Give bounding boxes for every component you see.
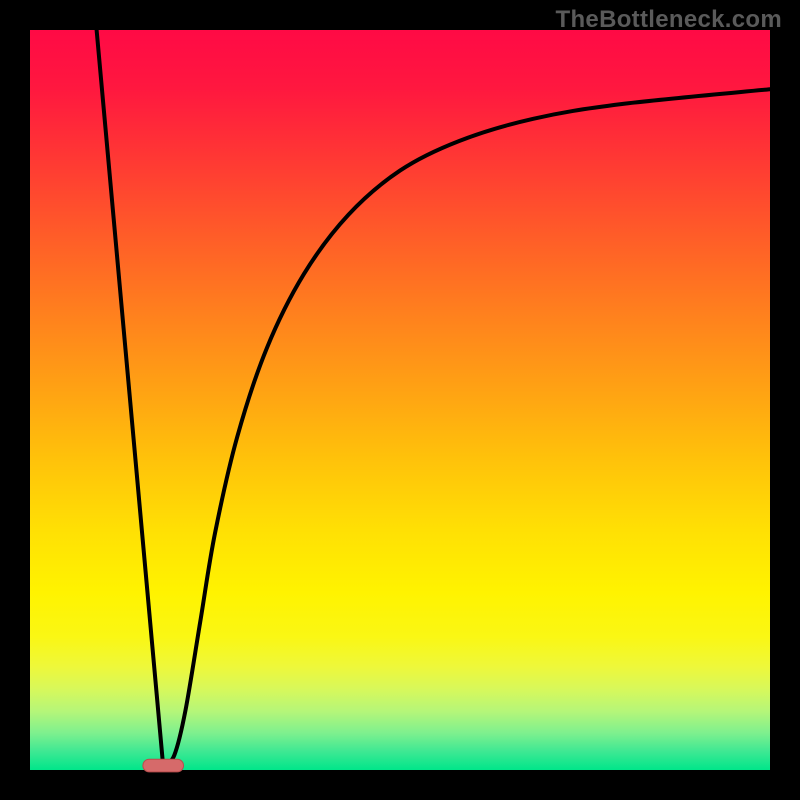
chart-plot-background [30, 30, 770, 770]
chart-stage: TheBottleneck.com [0, 0, 800, 800]
watermark-label: TheBottleneck.com [556, 6, 782, 34]
optimal-point-marker [143, 759, 184, 772]
bottleneck-curve-chart [0, 0, 800, 800]
